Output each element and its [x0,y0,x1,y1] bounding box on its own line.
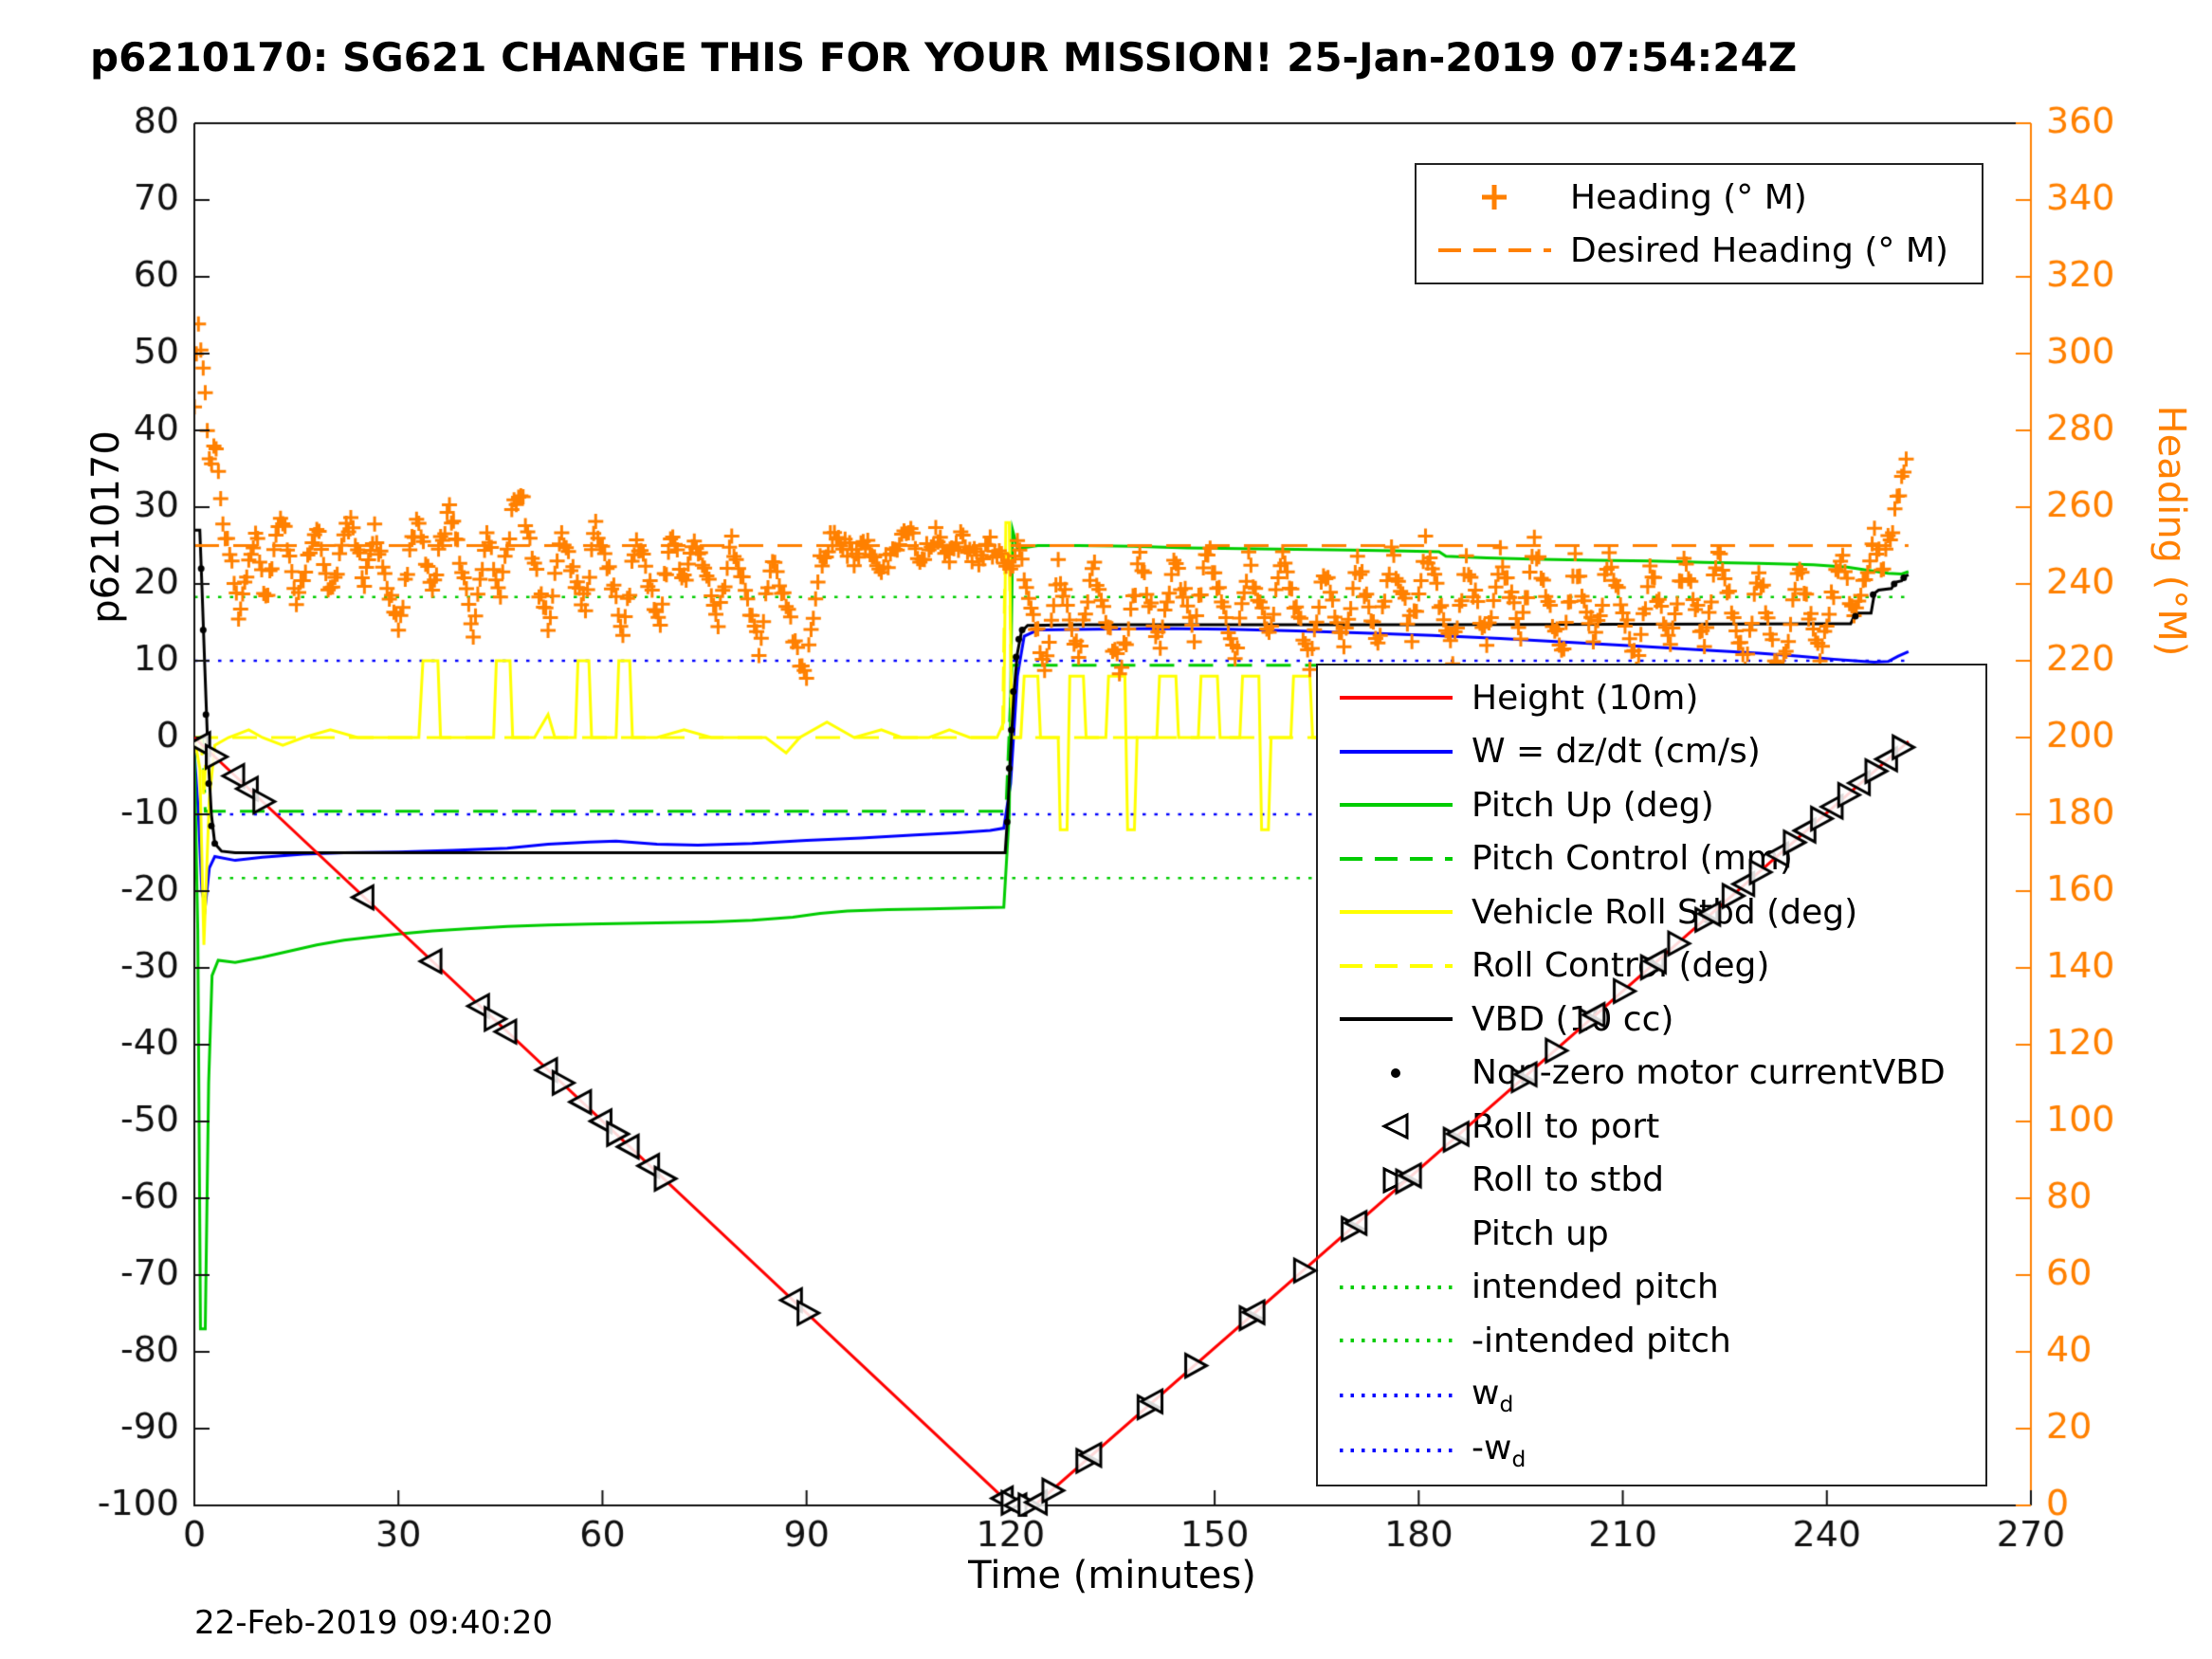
legend-sample [1329,1430,1462,1471]
legend-item: -wd [1318,1429,1985,1472]
y-axis-label-left: p6210170 [84,430,128,624]
legend-sample [1329,677,1462,719]
legend-sample-dotted-line-icon [1339,1285,1453,1289]
legend-sample-solid-line-icon [1339,696,1453,701]
legend-sample-dashed-line-icon [1339,856,1453,861]
legend-item: Roll Control (deg) [1318,945,1985,987]
legend-sample [1329,1212,1462,1254]
legend-item-label: Pitch up [1472,1213,1609,1253]
x-axis-label: Time (minutes) [968,1554,1256,1597]
legend-sample [1428,229,1561,271]
legend-item-label: Pitch Control (mm) [1472,839,1793,879]
legend-sample-solid-line-icon [1339,749,1453,754]
legend-item: Heading (° M) [1417,176,1982,218]
legend-sample-solid-line-icon [1339,803,1453,808]
legend-item: Pitch Control (mm) [1318,838,1985,880]
legend-sample-dotted-line-icon [1339,1339,1453,1343]
legend-item-label: -intended pitch [1472,1321,1731,1360]
dot-marker-icon [1390,1067,1400,1078]
legend-sample [1329,1105,1462,1147]
page-title: p6210170: SG621 CHANGE THIS FOR YOUR MIS… [90,34,1798,81]
legend-sample [1329,1159,1462,1201]
legend-item-label: Heading (° M) [1570,177,1807,217]
legend-item-label: -wd [1472,1429,1526,1473]
legend-item-label: Pitch Up (deg) [1472,785,1714,825]
legend-sample [1329,891,1462,933]
legend-item: VBD (10 cc) [1318,998,1985,1040]
legend-item-label: Non-zero motor currentVBD [1472,1053,1946,1093]
legend-item: Roll to stbd [1318,1159,1985,1201]
plus-marker-icon [1481,185,1507,210]
legend-sample-dotted-line-icon [1339,1393,1453,1397]
legend-item: Desired Heading (° M) [1417,229,1982,271]
legend-item-label: wd [1472,1373,1514,1417]
legend-item: Pitch Up (deg) [1318,784,1985,826]
legend-sample-dashed-line-icon [1339,963,1453,968]
legend-item-label: Roll to port [1472,1106,1660,1146]
legend-sample-solid-line-icon [1339,910,1453,915]
legend-sample [1329,1052,1462,1094]
y-axis-label-right: Heading (°M) [2149,405,2193,657]
legend-sample [1428,176,1561,218]
legend-sample [1329,1320,1462,1361]
legend-sample-dashed-line-icon [1437,248,1551,252]
triangle-right-icon [1382,1166,1410,1194]
legend-item: -intended pitch [1318,1320,1985,1361]
legend-item-label: VBD (10 cc) [1472,999,1674,1039]
legend-item: Height (10m) [1318,677,1985,719]
legend-item-label: Desired Heading (° M) [1570,230,1948,270]
legend-item-label: Height (10m) [1472,678,1699,718]
legend-item: Vehicle Roll Stbd (deg) [1318,891,1985,933]
legend-item-label: intended pitch [1472,1267,1719,1307]
legend-item-label: W = dz/dt (cm/s) [1472,732,1761,772]
legend-item-label: Roll to stbd [1472,1160,1665,1200]
legend-item: Roll to port [1318,1105,1985,1147]
legend-item: W = dz/dt (cm/s) [1318,731,1985,773]
legend-sample-empty [1332,1212,1460,1254]
legend-item: wd [1318,1374,1985,1417]
legend-sample [1329,945,1462,987]
triangle-left-icon [1380,1112,1408,1140]
legend-sample [1329,838,1462,880]
legend-item-label: Vehicle Roll Stbd (deg) [1472,892,1858,932]
legend-item: Pitch up [1318,1212,1985,1254]
legend-main-box: Height (10m) W = dz/dt (cm/s) Pitch Up (de… [1316,664,1987,1486]
processing-timestamp: 22-Feb-2019 09:40:20 [194,1604,554,1642]
legend-sample [1329,731,1462,773]
legend-sample-solid-line-icon [1339,1017,1453,1022]
legend-heading-box: Heading (° M) Desired Heading (° M) [1415,163,1983,284]
legend-sample [1329,784,1462,826]
legend-item: Non-zero motor currentVBD [1318,1052,1985,1094]
legend-sample [1329,1375,1462,1416]
legend-sample [1329,998,1462,1040]
legend-sample-dotted-line-icon [1339,1449,1453,1453]
legend-item-label: Roll Control (deg) [1472,946,1770,986]
legend-item: intended pitch [1318,1267,1985,1308]
legend-sample [1329,1267,1462,1308]
